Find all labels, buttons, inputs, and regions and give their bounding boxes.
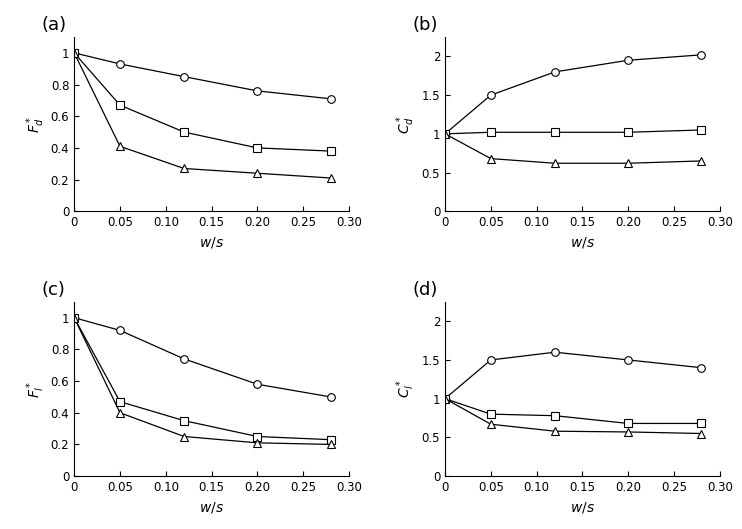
Y-axis label: $F_l^*$: $F_l^*$ [24, 380, 47, 398]
Y-axis label: $F_d^*$: $F_d^*$ [24, 115, 47, 133]
Y-axis label: $C_l^*$: $C_l^*$ [395, 379, 418, 398]
Text: (b): (b) [412, 16, 438, 34]
X-axis label: $w/s$: $w/s$ [199, 235, 224, 250]
Y-axis label: $C_d^*$: $C_d^*$ [395, 115, 418, 134]
Text: (a): (a) [42, 16, 66, 34]
X-axis label: $w/s$: $w/s$ [570, 235, 595, 250]
Text: (c): (c) [42, 281, 65, 299]
X-axis label: $w/s$: $w/s$ [570, 499, 595, 515]
Text: (d): (d) [412, 281, 438, 299]
X-axis label: $w/s$: $w/s$ [199, 499, 224, 515]
